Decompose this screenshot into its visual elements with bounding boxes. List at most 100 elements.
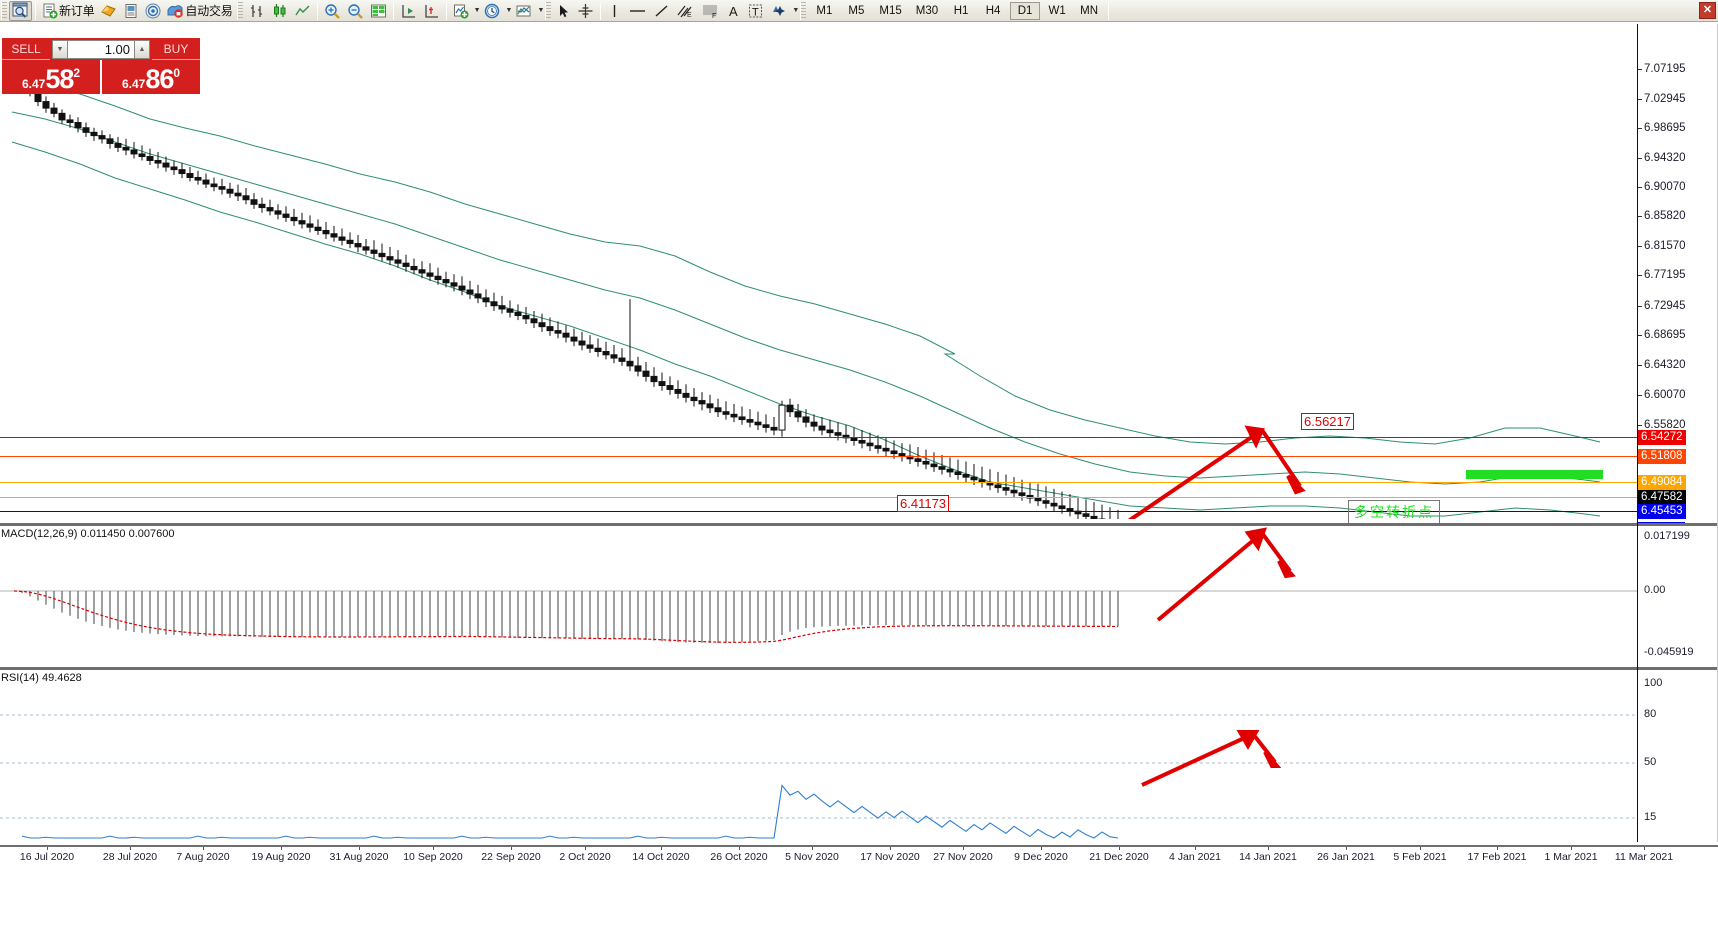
timeframe-w1[interactable]: W1	[1048, 4, 1066, 17]
timeframe-m1[interactable]: M1	[816, 4, 833, 17]
indicator-list-icon[interactable]	[512, 1, 535, 21]
macd-arrow-overlay	[1156, 527, 1296, 622]
time-tick-mark-9	[739, 847, 740, 850]
text-label-icon[interactable]: T	[744, 1, 767, 21]
crosshair-icon[interactable]	[574, 1, 597, 21]
time-label-17: 26 Jan 2021	[1317, 851, 1375, 863]
timeframe-h4[interactable]: H4	[985, 4, 1001, 17]
svg-text:F: F	[712, 13, 716, 19]
volume-stepper[interactable]: ▼ 1.00 ▲	[50, 38, 152, 60]
rsi-tick-3: 15	[1644, 811, 1657, 823]
price-chart-pane[interactable]: 6.56217 6.41173 6.39876 多空转折点 7.071957.0…	[0, 24, 1718, 550]
main-toolbar: 新订单	[0, 0, 1718, 22]
chevron-down-icon-period[interactable]: ▼	[505, 7, 513, 14]
metaeditor-icon[interactable]	[97, 1, 120, 21]
auto-trading-button[interactable]: 自动交易	[164, 1, 235, 21]
letter-a-icon[interactable]: A	[723, 1, 744, 21]
auto-scroll-icon[interactable]	[420, 1, 443, 21]
timeframe-h1[interactable]: H1	[953, 4, 969, 17]
time-tick-mark-14	[1119, 847, 1120, 850]
time-label-7: 2 Oct 2020	[559, 851, 611, 863]
sell-button[interactable]: SELL	[2, 38, 50, 60]
level-orange-tag[interactable]: 6.51808	[1638, 449, 1686, 464]
market-watch-icon[interactable]	[9, 0, 32, 21]
shapes-icon[interactable]	[767, 1, 790, 21]
toolbar-grip-2[interactable]	[236, 1, 243, 20]
time-tick-mark-11	[890, 847, 891, 850]
buy-button[interactable]: BUY	[152, 38, 200, 60]
fibonacci-icon[interactable]: F	[698, 1, 723, 21]
time-label-10: 5 Nov 2020	[785, 851, 839, 863]
new-order-label: 新订单	[59, 4, 95, 18]
price-tick-10: 6.64320	[1638, 359, 1686, 371]
time-label-6: 22 Sep 2020	[481, 851, 541, 863]
line-chart-icon[interactable]	[291, 1, 314, 21]
time-label-8: 14 Oct 2020	[632, 851, 690, 863]
price-tick-8: 6.72945	[1638, 300, 1686, 312]
new-order-button[interactable]: 新订单	[39, 1, 97, 21]
price-tag-high[interactable]: 6.56217	[1301, 413, 1354, 430]
price-tick-5: 6.85820	[1638, 210, 1686, 222]
chevron-down-icon-indicators[interactable]: ▼	[537, 7, 545, 14]
level-last-price-tag[interactable]: 6.47582	[1638, 490, 1686, 505]
time-label-3: 19 Aug 2020	[251, 851, 311, 863]
buy-price-display[interactable]: 6.47 86 0	[100, 60, 200, 94]
rsi-series	[0, 714, 1637, 839]
level-line-blue-upper[interactable]	[0, 511, 1637, 512]
macd-pane[interactable]: MACD(12,26,9) 0.011450 0.007600 0.017199…	[0, 523, 1718, 664]
clock-icon[interactable]	[481, 1, 504, 21]
bar-chart-icon[interactable]	[245, 1, 268, 21]
timeframe-m30[interactable]: M30	[915, 4, 939, 17]
price-axis-divider	[1637, 24, 1638, 842]
timeframe-mn[interactable]: MN	[1080, 4, 1099, 17]
expert-advisors-icon[interactable]	[120, 1, 142, 21]
zoom-in-icon[interactable]	[321, 1, 344, 21]
close-icon[interactable]: ✕	[1699, 2, 1716, 19]
add-chart-icon[interactable]	[450, 1, 472, 21]
horizontal-line-icon[interactable]	[625, 1, 650, 21]
level-line-amber[interactable]	[0, 482, 1637, 483]
timeframe-m15[interactable]: M15	[879, 4, 902, 17]
level-blue-upper-tag[interactable]: 6.45453	[1638, 504, 1686, 519]
level-line-orange[interactable]	[0, 456, 1637, 457]
time-tick-mark-12	[963, 847, 964, 850]
chevron-down-icon-objects[interactable]: ▼	[792, 7, 800, 14]
price-tag-mid[interactable]: 6.41173	[897, 495, 950, 512]
sell-price-display[interactable]: 6.47 58 2	[2, 60, 100, 94]
cursor-icon[interactable]	[553, 1, 574, 21]
volume-dropdown-icon[interactable]: ▼	[52, 39, 68, 59]
macd-tick-2: -0.045919	[1644, 646, 1694, 658]
trendline-icon[interactable]	[650, 1, 673, 21]
timeframe-m5[interactable]: M5	[848, 4, 865, 17]
signals-icon[interactable]	[142, 1, 164, 21]
zoom-out-icon[interactable]	[344, 1, 367, 21]
time-tick-mark-1	[130, 847, 131, 850]
vertical-line-icon[interactable]	[604, 1, 625, 21]
toolbar-separator-3	[392, 1, 394, 20]
data-window-icon[interactable]	[367, 1, 390, 21]
equidistant-channel-icon[interactable]: E	[673, 1, 698, 21]
time-tick-mark-21	[1644, 847, 1645, 850]
time-axis[interactable]: 16 Jul 2020 28 Jul 2020 7 Aug 2020 19 Aug 2…	[0, 845, 1718, 875]
turning-point-note[interactable]: 多空转折点	[1348, 500, 1440, 524]
time-tick-mark-20	[1571, 847, 1572, 850]
volume-up-icon[interactable]: ▲	[134, 39, 150, 59]
support-zone-highlight[interactable]	[1466, 470, 1603, 479]
rsi-pane[interactable]: RSI(14) 49.4628 100 80 50 15	[0, 667, 1718, 842]
level-amber-tag[interactable]: 6.49084	[1638, 475, 1686, 490]
volume-input[interactable]: 1.00	[68, 39, 134, 59]
trend-arrow-overlay	[1127, 425, 1306, 519]
one-click-trading-panel[interactable]: SELL ▼ 1.00 ▲ BUY 6.47 58 2 6.47 86 0	[2, 38, 200, 94]
chevron-down-icon-templates[interactable]: ▼	[473, 7, 481, 14]
toolbar-grip-3[interactable]	[545, 1, 552, 20]
level-line-red[interactable]	[0, 437, 1637, 438]
level-red-tag[interactable]: 6.54272	[1638, 430, 1686, 445]
price-tick-4: 6.90070	[1638, 181, 1686, 193]
candlestick-icon[interactable]	[268, 1, 291, 21]
time-label-13: 9 Dec 2020	[1014, 851, 1068, 863]
toolbar-grip-4[interactable]	[800, 1, 807, 20]
timeframe-d1[interactable]: D1	[1010, 1, 1041, 20]
toolbar-separator-6	[1108, 1, 1110, 20]
toolbar-grip[interactable]	[1, 1, 7, 20]
chart-shift-icon[interactable]	[397, 1, 420, 21]
